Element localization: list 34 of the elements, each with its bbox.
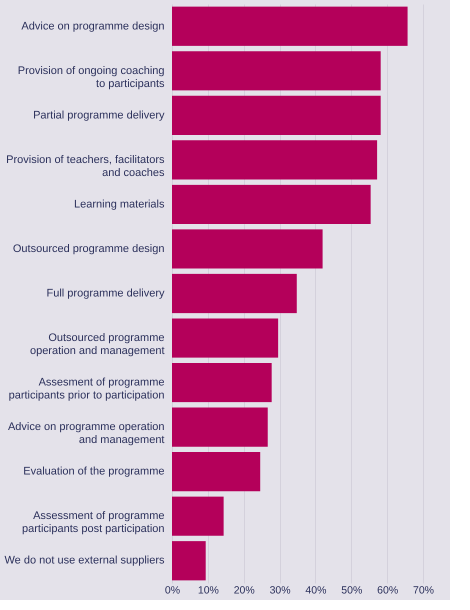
y-tick-label: Learning materials: [74, 198, 165, 210]
y-tick-label: Assessment of programme participants post participation: [22, 510, 164, 536]
bar: [172, 140, 378, 180]
bar: [172, 6, 408, 46]
bar: [172, 452, 260, 492]
x-tick-label: 60%: [377, 584, 398, 596]
bar: [172, 229, 323, 269]
x-tick-label: 40%: [305, 584, 326, 596]
bar: [172, 541, 206, 580]
y-tick-label: Evaluation of the programme: [23, 466, 164, 478]
bar: [172, 408, 268, 447]
x-tick-label: 10%: [198, 584, 219, 596]
x-tick-label: 30%: [270, 584, 291, 596]
bar: [172, 96, 381, 135]
x-tick-label: 50%: [341, 584, 362, 596]
y-tick-label: Outsourced programme design: [12, 242, 164, 255]
bar: [172, 274, 297, 314]
bar: [172, 318, 278, 358]
y-tick-label: Provision of teachers, facilitators and coaches: [6, 154, 165, 179]
bar: [172, 496, 224, 536]
y-tick-label: We do not use external suppliers: [4, 554, 165, 567]
y-tick-label: Advice on programme design: [21, 20, 164, 32]
x-tick-label: 20%: [234, 584, 255, 596]
bar: [172, 184, 371, 224]
y-tick-label: Provision of ongoing coaching to participants: [18, 64, 165, 90]
x-tick-label: 70%: [412, 584, 434, 596]
y-tick-label: Outsourced programme operation and management: [30, 332, 164, 358]
y-tick-label: Assesment of programme participants prior to participation: [8, 376, 164, 402]
y-tick-label: Full programme delivery: [46, 288, 165, 300]
y-tick-label: Advice on programme operation and management: [8, 421, 164, 446]
x-tick-label: 0%: [164, 584, 180, 596]
bar: [172, 362, 272, 402]
y-tick-label: Partial programme delivery: [33, 109, 165, 122]
bar: [172, 51, 381, 90]
